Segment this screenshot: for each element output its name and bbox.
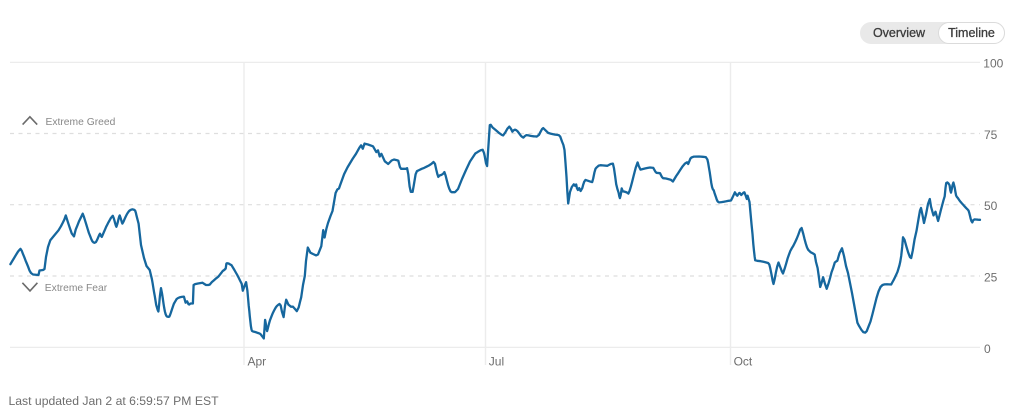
svg-text:Extreme Greed: Extreme Greed [46,117,116,128]
svg-text:Oct: Oct [734,355,753,369]
svg-text:Jul: Jul [489,355,504,369]
svg-text:0: 0 [984,342,991,356]
svg-text:75: 75 [984,128,998,142]
svg-text:25: 25 [984,270,998,284]
svg-text:50: 50 [984,199,998,213]
svg-text:100: 100 [983,56,1003,70]
svg-text:Apr: Apr [248,355,267,369]
svg-text:Extreme Fear: Extreme Fear [45,283,108,294]
